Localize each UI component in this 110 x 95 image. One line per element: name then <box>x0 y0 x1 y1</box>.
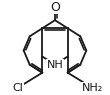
Text: O: O <box>50 1 60 14</box>
Text: NH: NH <box>47 60 63 70</box>
Text: NH₂: NH₂ <box>82 83 103 93</box>
Text: Cl: Cl <box>12 83 23 93</box>
